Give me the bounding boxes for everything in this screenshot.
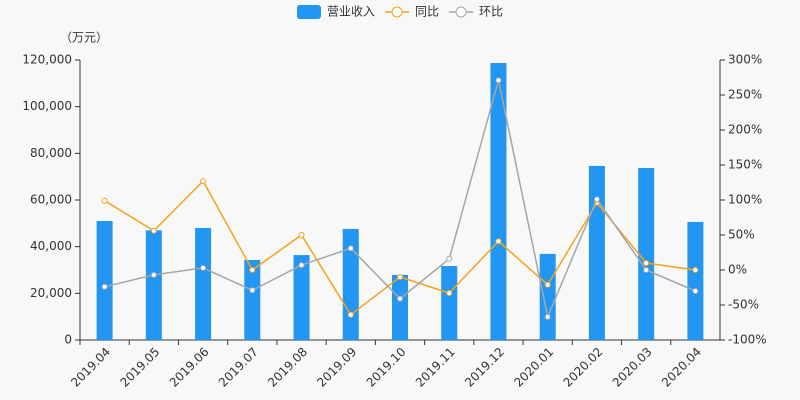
line-point xyxy=(544,281,551,288)
y2-tick-label: 0% xyxy=(728,263,747,277)
x-tick-label: 2019.10 xyxy=(364,345,409,390)
bar xyxy=(392,274,408,340)
bar xyxy=(244,259,261,340)
line-point xyxy=(249,267,256,273)
x-tick-label: 2019.07 xyxy=(216,345,261,390)
line-point xyxy=(593,196,600,203)
legend-swatch xyxy=(455,6,467,18)
line-point xyxy=(446,255,453,262)
legend-label: 环比 xyxy=(479,5,503,19)
line-point xyxy=(347,311,354,318)
line-point xyxy=(397,274,403,280)
y-tick-label: 60,000 xyxy=(30,193,72,207)
bar xyxy=(588,165,605,340)
bar xyxy=(96,221,113,340)
bar xyxy=(441,266,458,340)
line-point xyxy=(200,264,207,271)
x-tick-label: 2019.06 xyxy=(167,345,212,390)
y-tick-label: 100,000 xyxy=(22,99,72,113)
x-tick-label: 2020.04 xyxy=(659,345,704,390)
x-tick-label: 2019.08 xyxy=(265,345,310,390)
line-point xyxy=(347,245,354,252)
x-tick-label: 2019.05 xyxy=(117,345,162,390)
bar xyxy=(145,230,162,340)
bar xyxy=(490,63,507,341)
line-point xyxy=(692,267,699,273)
line-point xyxy=(200,178,207,185)
line-point xyxy=(495,238,502,245)
line-point xyxy=(101,197,108,204)
y-tick-label: 20,000 xyxy=(30,286,72,300)
x-tick-label: 2019.11 xyxy=(413,345,458,390)
bar xyxy=(293,255,310,340)
y2-tick-label: -100% xyxy=(728,333,767,347)
y2-tick-label: 150% xyxy=(728,158,762,172)
x-tick-label: 2019.09 xyxy=(314,345,359,390)
y2-tick-label: 200% xyxy=(728,123,762,137)
line-point xyxy=(643,267,650,273)
line-point xyxy=(150,227,157,234)
line-point xyxy=(495,77,502,84)
y2-tick-label: 100% xyxy=(728,193,762,207)
line-point xyxy=(643,260,650,266)
line-point xyxy=(446,290,453,297)
bar xyxy=(687,221,704,340)
y2-tick-label: 300% xyxy=(728,53,762,67)
line-point xyxy=(298,232,305,238)
line-point xyxy=(692,288,699,294)
y2-tick-label: 50% xyxy=(728,228,755,242)
bar xyxy=(539,253,556,340)
y-tick-label: 80,000 xyxy=(30,146,72,160)
y-tick-label: 40,000 xyxy=(30,239,72,253)
x-tick-label: 2020.02 xyxy=(561,345,606,390)
y-tick-label: 0 xyxy=(64,333,72,347)
y-tick-label: 120,000 xyxy=(22,53,72,67)
legend-swatch xyxy=(391,6,403,18)
line-point xyxy=(101,283,108,290)
bar xyxy=(195,228,212,340)
legend-swatch xyxy=(297,5,321,19)
line-point xyxy=(397,295,403,302)
line-point xyxy=(249,287,256,294)
x-tick-label: 2019.04 xyxy=(68,345,113,390)
x-tick-label: 2020.01 xyxy=(511,345,556,390)
legend-label: 营业收入 xyxy=(327,5,375,19)
x-tick-label: 2019.12 xyxy=(462,345,507,390)
line-point xyxy=(544,313,551,320)
line-point xyxy=(150,271,157,278)
x-tick-label: 2020.03 xyxy=(610,345,655,390)
line-point xyxy=(298,262,305,269)
legend-label: 同比 xyxy=(415,5,439,19)
bar xyxy=(638,168,655,340)
y2-tick-label: 250% xyxy=(728,88,762,102)
y2-tick-label: -50% xyxy=(728,298,759,312)
y-unit-label: （万元） xyxy=(60,31,108,45)
